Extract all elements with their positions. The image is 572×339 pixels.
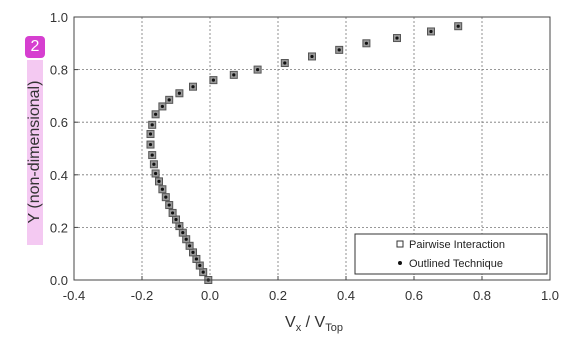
- outlined-technique-point: [395, 36, 399, 40]
- y-axis-label: Y (non-dimensional): [26, 80, 43, 224]
- outlined-technique-point: [211, 78, 215, 82]
- y-tick-label: 0.2: [50, 220, 68, 235]
- outlined-technique-point: [167, 98, 171, 102]
- y-axis-label-area: Y (non-dimensional): [26, 60, 43, 245]
- x-axis-label-sub-top: Top: [325, 322, 343, 335]
- x-axis-label-main: V: [285, 314, 296, 331]
- outlined-technique-point: [201, 270, 205, 274]
- outlined-technique-point: [160, 187, 164, 191]
- outlined-technique-point: [150, 123, 154, 127]
- x-tick-label: 0.8: [473, 288, 491, 303]
- y-tick-labels: 0.0 0.2 0.4 0.6 0.8 1.0: [50, 10, 68, 288]
- y-tick-label: 0.4: [50, 168, 68, 183]
- outlined-technique-point: [191, 85, 195, 89]
- outlined-technique-point: [164, 195, 168, 199]
- outlined-technique-point: [152, 162, 156, 166]
- legend-marker-outlined-technique: [398, 261, 402, 265]
- y-tick-label: 0.8: [50, 63, 68, 78]
- x-axis-label-mid: / V: [301, 314, 326, 331]
- outlined-technique-point: [177, 224, 181, 228]
- x-tick-label: 0.0: [201, 288, 219, 303]
- outlined-technique-point: [188, 244, 192, 248]
- x-tick-label: 0.4: [337, 288, 355, 303]
- y-tick-label: 0.0: [50, 273, 68, 288]
- outlined-technique-point: [283, 61, 287, 65]
- legend-label-pairwise-interaction: Pairwise Interaction: [409, 239, 505, 251]
- outlined-technique-point: [364, 41, 368, 45]
- outlined-technique-point: [456, 24, 460, 28]
- outlined-technique-point: [184, 237, 188, 241]
- outlined-technique-point: [171, 211, 175, 215]
- outlined-technique-point: [337, 48, 341, 52]
- x-axis-label: Vx / VTop: [285, 314, 343, 334]
- outlined-technique-point: [148, 132, 153, 136]
- y-axis-label-highlight: [27, 60, 43, 245]
- outlined-technique-point: [150, 153, 154, 157]
- y-tick-label: 0.6: [50, 115, 68, 130]
- outlined-technique-point: [154, 171, 158, 176]
- outlined-technique-point: [177, 91, 181, 95]
- outlined-technique-point: [181, 231, 185, 235]
- x-tick-label: 1.0: [541, 288, 559, 303]
- y-tick-label: 1.0: [50, 10, 68, 25]
- outlined-technique-point: [167, 203, 171, 207]
- outlined-technique-point: [154, 112, 158, 116]
- x-tick-labels: -0.4 -0.2 0.0 0.2 0.4 0.6 0.8 1.0: [63, 288, 559, 303]
- legend: Pairwise Interaction Outlined Technique: [354, 233, 548, 275]
- outlined-technique-point: [191, 250, 195, 254]
- outlined-technique-point: [194, 257, 198, 261]
- outlined-technique-point: [310, 54, 314, 59]
- outlined-technique-point: [157, 179, 161, 183]
- legend-marker-pairwise-interaction: [396, 240, 404, 248]
- x-axis-label-sub-x: x: [295, 322, 302, 335]
- outlined-technique-point: [232, 73, 236, 77]
- outlined-technique-point: [198, 263, 202, 268]
- legend-box: [354, 233, 548, 275]
- x-tick-label: 0.6: [405, 288, 423, 303]
- x-tick-label: -0.2: [131, 288, 153, 303]
- x-tick-label: -0.4: [63, 288, 85, 303]
- figure-number-badge: 2: [25, 36, 45, 58]
- outlined-technique-point: [429, 29, 433, 34]
- plot-frame-border: [73, 16, 551, 281]
- data-points: [146, 22, 463, 284]
- outlined-technique-point: [160, 104, 164, 109]
- outlined-technique-point: [174, 217, 178, 222]
- legend-label-outlined-technique: Outlined Technique: [409, 258, 503, 270]
- outlined-technique-point: [256, 68, 260, 72]
- x-tick-label: 0.2: [269, 288, 287, 303]
- outlined-technique-point: [148, 142, 153, 147]
